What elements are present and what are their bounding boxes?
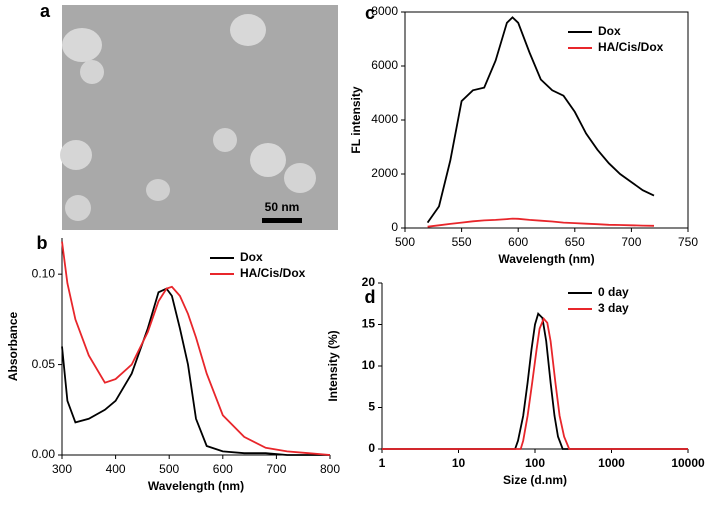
- legend-label: 3 day: [598, 301, 629, 315]
- y-tick-label: 0.05: [32, 357, 56, 371]
- series-line: [426, 16, 655, 224]
- panel-label: b: [37, 233, 48, 253]
- legend-label: HA/Cis/Dox: [598, 40, 664, 54]
- panel-label: c: [365, 3, 375, 23]
- x-tick-label: 1: [379, 456, 386, 470]
- series-line: [61, 287, 330, 456]
- x-tick-label: 500: [159, 462, 179, 476]
- series-line: [382, 317, 688, 450]
- x-tick-label: 750: [678, 235, 698, 249]
- y-tick-label: 6000: [371, 58, 398, 72]
- series-line: [382, 311, 688, 450]
- y-tick-label: 10: [362, 358, 376, 372]
- x-tick-label: 1000: [598, 456, 625, 470]
- y-tick-label: 15: [362, 317, 376, 331]
- x-tick-label: 10: [452, 456, 466, 470]
- x-tick-label: 550: [452, 235, 472, 249]
- particle: [284, 163, 316, 193]
- x-tick-label: 100: [525, 456, 545, 470]
- particle: [230, 14, 266, 46]
- panel-label: a: [40, 1, 51, 21]
- x-tick-label: 300: [52, 462, 72, 476]
- y-tick-label: 5: [368, 400, 375, 414]
- x-tick-label: 600: [508, 235, 528, 249]
- y-tick-label: 2000: [371, 166, 398, 180]
- tem-image: 50 nm a: [40, 1, 338, 230]
- y-tick-label: 0.00: [32, 447, 56, 461]
- y-tick-label: 8000: [371, 4, 398, 18]
- legend-label: Dox: [598, 24, 621, 38]
- y-tick-label: 0: [391, 220, 398, 234]
- series-line: [427, 217, 655, 228]
- particle: [60, 140, 92, 170]
- x-tick-label: 400: [106, 462, 126, 476]
- legend-label: Dox: [240, 250, 263, 264]
- legend-label: 0 day: [598, 285, 629, 299]
- legend-label: HA/Cis/Dox: [240, 266, 306, 280]
- particle: [146, 179, 170, 201]
- x-tick-label: 800: [320, 462, 340, 476]
- particle: [213, 128, 237, 152]
- scale-bar-label: 50 nm: [265, 200, 300, 214]
- x-axis-label: Wavelength (nm): [148, 479, 244, 493]
- y-tick-label: 0.10: [32, 266, 56, 280]
- y-axis-label: FL intensity: [349, 86, 363, 153]
- x-tick-label: 500: [395, 235, 415, 249]
- y-tick-label: 20: [362, 275, 376, 289]
- particle: [80, 60, 104, 84]
- x-tick-label: 700: [266, 462, 286, 476]
- y-tick-label: 0: [368, 441, 375, 455]
- scale-bar: [262, 218, 302, 223]
- panel-label: d: [365, 287, 376, 307]
- y-axis-label: Absorbance: [6, 312, 20, 382]
- series-line: [61, 241, 331, 456]
- x-tick-label: 700: [621, 235, 641, 249]
- x-tick-label: 600: [213, 462, 233, 476]
- tem-background: [62, 5, 338, 230]
- x-axis-label: Wavelength (nm): [498, 252, 594, 266]
- y-axis-label: Intensity (%): [326, 330, 340, 401]
- x-axis-label: Size (d.nm): [503, 473, 567, 487]
- particle: [62, 28, 102, 62]
- particle: [250, 143, 286, 177]
- x-tick-label: 650: [565, 235, 585, 249]
- y-tick-label: 4000: [371, 112, 398, 126]
- particle: [65, 195, 91, 221]
- x-tick-label: 10000: [671, 456, 705, 470]
